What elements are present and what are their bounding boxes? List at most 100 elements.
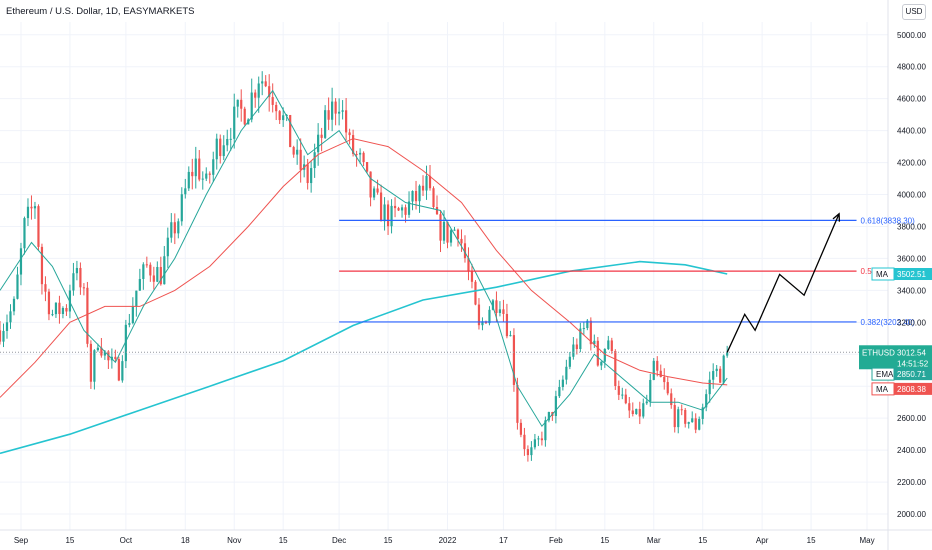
y-tick-label: 2600.00	[897, 414, 926, 423]
candle-up	[712, 371, 715, 380]
candle-up	[282, 115, 285, 121]
price-tag-label: MA	[876, 385, 889, 394]
candle-down	[292, 147, 295, 155]
candle-down	[614, 350, 617, 386]
candle-down	[58, 302, 61, 315]
candle-up	[568, 356, 571, 367]
x-tick-label: Dec	[332, 536, 346, 545]
y-tick-label: 2200.00	[897, 478, 926, 487]
candle-down	[219, 138, 222, 157]
candle-up	[607, 340, 610, 350]
candle-down	[362, 152, 365, 163]
candle-down	[40, 246, 44, 285]
price-tag-bg	[894, 268, 932, 281]
x-tick-label: 18	[181, 536, 190, 545]
candle-down	[502, 309, 505, 314]
candle-down	[100, 347, 103, 356]
candle-down	[684, 409, 687, 424]
candle-down	[617, 385, 620, 395]
candle-up	[530, 447, 533, 456]
price-tag-value: 3502.51	[897, 270, 926, 279]
candle-up	[261, 81, 264, 84]
candle-up	[621, 394, 624, 396]
candle-down	[37, 206, 40, 247]
price-tag-value: 3012.54	[897, 348, 926, 357]
candle-up	[649, 379, 652, 402]
candle-up	[163, 256, 166, 285]
candle-down	[670, 393, 673, 406]
candle-down	[271, 97, 274, 105]
candle-up	[215, 138, 218, 160]
ma-line	[0, 138, 728, 398]
candle-down	[89, 343, 92, 382]
candle-up	[565, 366, 568, 380]
candle-down	[348, 132, 351, 136]
candle-down	[631, 410, 634, 415]
candle-up	[442, 221, 446, 241]
candle-up	[9, 311, 12, 323]
candle-down	[30, 206, 33, 209]
candle-up	[142, 264, 145, 279]
price-tag-bg	[859, 345, 932, 370]
candle-up	[156, 267, 159, 282]
candle-up	[194, 158, 197, 177]
candle-up	[184, 188, 187, 195]
candle-up	[558, 386, 561, 397]
price-tag-label: EMA	[876, 370, 894, 379]
candle-down	[278, 111, 281, 121]
candle-down	[386, 204, 390, 227]
candle-down	[467, 258, 470, 272]
candle-down	[82, 287, 86, 289]
candle-down	[275, 104, 278, 112]
candle-up	[544, 420, 547, 441]
candle-up	[635, 408, 638, 415]
candle-up	[449, 230, 453, 243]
candle-up	[19, 248, 23, 275]
x-tick-label: Nov	[227, 536, 241, 545]
candle-down	[393, 205, 397, 209]
x-tick-label: 15	[279, 536, 288, 545]
candle-up	[533, 439, 536, 448]
candle-up	[317, 134, 320, 153]
candle-down	[456, 229, 460, 239]
candle-up	[233, 106, 236, 139]
candle-down	[659, 370, 662, 377]
x-tick-label: Feb	[549, 536, 563, 545]
candle-down	[680, 409, 683, 411]
price-tag-value: 2850.71	[897, 370, 926, 379]
candle-up	[33, 206, 37, 209]
candle-down	[299, 149, 302, 170]
x-tick-label: 15	[698, 536, 707, 545]
candle-down	[254, 92, 257, 98]
x-tick-label: Apr	[756, 536, 769, 545]
candle-up	[75, 267, 79, 274]
candle-up	[572, 344, 575, 357]
candle-up	[341, 110, 344, 112]
currency-button[interactable]: USD	[902, 4, 926, 20]
candle-up	[51, 314, 54, 316]
candle-up	[257, 83, 260, 98]
candle-up	[313, 152, 316, 169]
y-tick-label: 5000.00	[897, 31, 926, 40]
candle-down	[240, 99, 243, 109]
price-tag-bg	[894, 368, 932, 381]
candle-up	[201, 178, 204, 180]
candle-down	[306, 164, 309, 184]
candle-down	[526, 449, 530, 456]
x-tick-label: 17	[499, 536, 508, 545]
candle-up	[236, 99, 239, 107]
candle-up	[331, 101, 334, 120]
candle-down	[624, 394, 627, 404]
candle-down	[365, 162, 369, 172]
candle-down	[379, 192, 383, 222]
candle-up	[407, 201, 411, 215]
candle-up	[205, 173, 208, 179]
candle-down	[505, 313, 509, 337]
candle-up	[677, 409, 680, 428]
candle-up	[491, 300, 495, 310]
candle-down	[376, 188, 379, 193]
candle-down	[352, 135, 355, 154]
price-tag-time: 14:51:52	[897, 359, 929, 368]
candle-down	[523, 434, 526, 450]
